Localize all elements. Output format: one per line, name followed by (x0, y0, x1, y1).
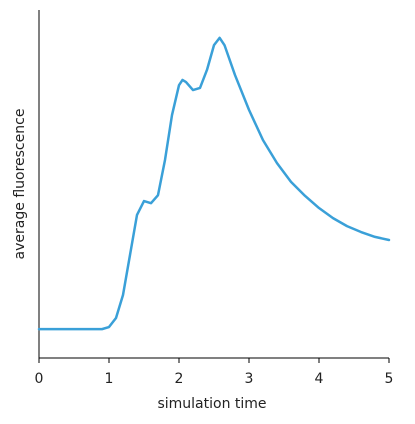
x-tick-label: 4 (315, 371, 324, 387)
line (37, 36, 391, 331)
x-tick-label: 5 (385, 371, 394, 387)
x-tick-label: 1 (105, 371, 114, 387)
y-axis-label: average fluorescence (12, 109, 28, 260)
x-tick-label: 0 (35, 371, 44, 387)
x-tick-label: 2 (175, 371, 184, 387)
x-axis-label: simulation time (157, 396, 266, 412)
x-tick-label: 3 (245, 371, 254, 387)
